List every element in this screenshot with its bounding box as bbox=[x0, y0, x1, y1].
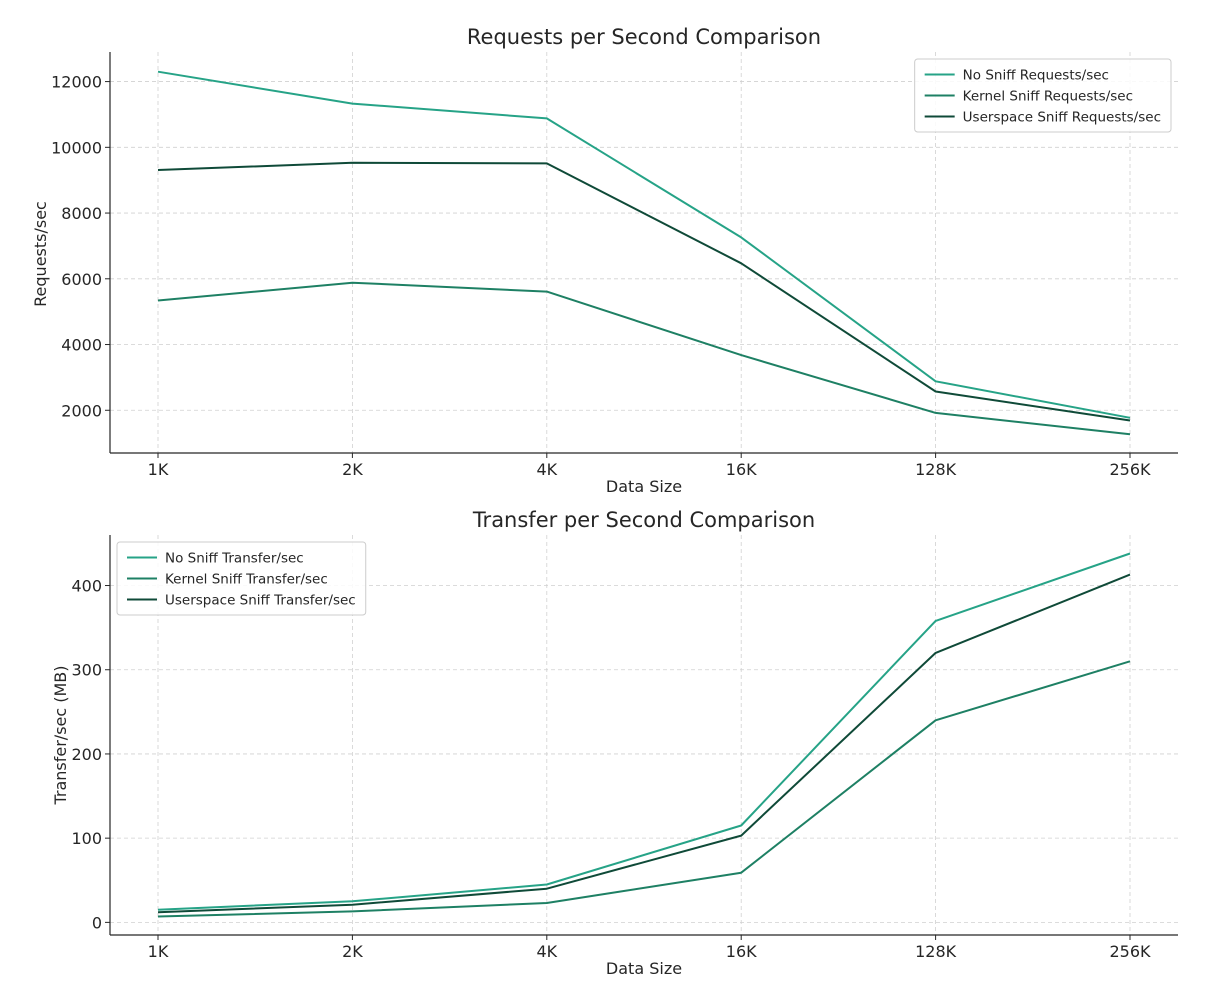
x-tick-label: 2K bbox=[342, 942, 363, 961]
series-line-2 bbox=[157, 281, 1131, 436]
axes: 1K 2K 4K 16K 128K 256K 2000 4000 6000 8000 10000 12… bbox=[51, 52, 1178, 479]
y-tick-label: 2000 bbox=[61, 401, 102, 420]
chart-title: Requests per Second Comparison bbox=[467, 25, 821, 49]
legend-frame bbox=[116, 541, 367, 616]
x-tick-label: 4K bbox=[536, 460, 557, 479]
series-line-1 bbox=[157, 552, 1131, 911]
x-tick-label: 1K bbox=[148, 942, 169, 961]
legend-label: No Sniff Transfer/sec bbox=[165, 551, 304, 567]
x-tick-label: 256K bbox=[1109, 460, 1151, 479]
y-axis-label: Requests/sec bbox=[31, 201, 50, 307]
y-tick-label: 300 bbox=[71, 661, 102, 680]
chart-title: Transfer per Second Comparison bbox=[472, 508, 815, 532]
y-tick-label: 200 bbox=[71, 745, 102, 764]
series-line-3 bbox=[157, 573, 1131, 914]
x-tick-label: 2K bbox=[342, 460, 363, 479]
series-line-1 bbox=[157, 70, 1131, 419]
legend-label: Userspace Sniff Transfer/sec bbox=[165, 593, 356, 609]
transfer-chart-panel: Transfer per Second Comparison Data Size… bbox=[51, 508, 1178, 978]
legend-label: No Sniff Requests/sec bbox=[963, 68, 1109, 84]
legend-label: Kernel Sniff Requests/sec bbox=[963, 89, 1133, 105]
y-tick-label: 0 bbox=[92, 913, 102, 932]
x-tick-label: 1K bbox=[148, 460, 169, 479]
legend: No Sniff Transfer/sec Kernel Sniff Transf… bbox=[116, 541, 367, 616]
series-line-2 bbox=[157, 660, 1131, 918]
x-tick-label: 128K bbox=[915, 460, 957, 479]
y-tick-label: 8000 bbox=[61, 204, 102, 223]
x-axis-label: Data Size bbox=[606, 477, 682, 496]
series-layer bbox=[157, 552, 1131, 918]
legend: No Sniff Requests/sec Kernel Sniff Reques… bbox=[914, 58, 1172, 133]
y-tick-label: 10000 bbox=[51, 138, 102, 157]
y-tick-label: 400 bbox=[71, 577, 102, 596]
legend-label: Userspace Sniff Requests/sec bbox=[963, 110, 1161, 126]
x-tick-label: 16K bbox=[726, 942, 757, 961]
y-tick-label: 4000 bbox=[61, 336, 102, 355]
legend-frame bbox=[914, 58, 1172, 133]
axes: 1K 2K 4K 16K 128K 256K 0 100 200 300 400 bbox=[71, 535, 1178, 961]
requests-chart-panel: Requests per Second Comparison Data Size… bbox=[31, 25, 1178, 496]
y-tick-label: 100 bbox=[71, 829, 102, 848]
series-layer bbox=[157, 70, 1131, 436]
x-tick-label: 16K bbox=[726, 460, 757, 479]
x-tick-label: 4K bbox=[536, 942, 557, 961]
x-axis-label: Data Size bbox=[606, 959, 682, 978]
x-tick-label: 128K bbox=[915, 942, 957, 961]
y-tick-label: 6000 bbox=[61, 270, 102, 289]
legend-label: Kernel Sniff Transfer/sec bbox=[165, 572, 328, 588]
y-axis-label: Transfer/sec (MB) bbox=[51, 665, 70, 805]
y-tick-label: 12000 bbox=[51, 73, 102, 92]
x-tick-label: 256K bbox=[1109, 942, 1151, 961]
series-line-3 bbox=[157, 161, 1131, 422]
